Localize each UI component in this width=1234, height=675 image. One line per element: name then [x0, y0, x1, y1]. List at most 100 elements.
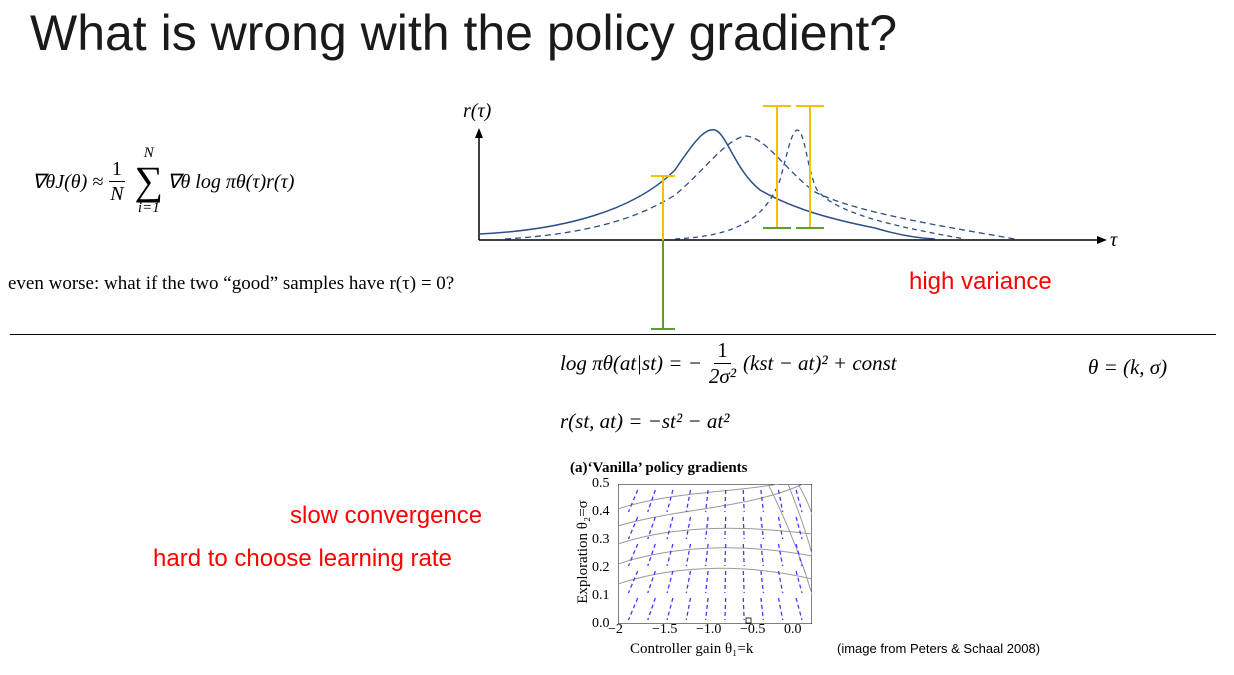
gradient-lhs: ∇θJ(θ) ≈ — [32, 170, 104, 193]
gradient-arrow — [795, 597, 803, 621]
gradient-arrow — [724, 543, 727, 567]
policy-lhs: log πθ(at|st) = − — [560, 351, 702, 375]
sum-upper: N — [143, 145, 154, 161]
figure-y-tick: 0.5 — [592, 476, 610, 491]
gradient-arrow — [666, 516, 674, 540]
gradient-arrow — [685, 516, 692, 540]
figure-x-tick: −0.5 — [740, 622, 766, 637]
gradient-arrow — [760, 543, 765, 567]
gradient-arrow — [742, 516, 745, 540]
gradient-arrow — [704, 489, 709, 513]
figure-y-tick: 0.2 — [592, 560, 610, 575]
gradient-arrow — [685, 597, 692, 621]
slide-title: What is wrong with the policy gradient? — [30, 5, 898, 61]
gradient-arrow — [647, 516, 656, 540]
shifted-curve-a — [504, 135, 1016, 240]
gradient-equation: ∇θJ(θ) ≈ 1 N N ∑ i=1 ∇θ log πθ(τ)r(τ) — [32, 146, 294, 216]
gradient-arrow — [647, 570, 656, 594]
gradient-rhs: ∇θ log πθ(τ)r(τ) — [167, 170, 295, 193]
gradient-arrow — [685, 570, 692, 594]
policy-fraction: 1 2σ² — [706, 340, 739, 387]
gradient-arrow — [724, 570, 727, 594]
gradient-arrow — [760, 489, 765, 513]
gradient-arrow — [795, 570, 803, 594]
policy-rhs: (kst − at)² + const — [743, 351, 897, 375]
gradient-arrow — [795, 543, 803, 567]
policy-curve — [478, 129, 936, 240]
gradient-arrow — [777, 597, 784, 621]
gradient-arrow — [704, 516, 709, 540]
slow-convergence-label: slow convergence — [290, 502, 483, 529]
figure-x-tick: 0.0 — [784, 622, 802, 637]
gradient-arrow — [760, 570, 765, 594]
gradient-arrow — [666, 570, 674, 594]
figure-y-tick: 0.0 — [592, 616, 610, 631]
gradient-arrow — [647, 543, 656, 567]
vanilla-gradient-plot — [618, 484, 812, 624]
gradient-arrow — [666, 597, 674, 621]
figure-y-tick: 0.4 — [592, 504, 610, 519]
sketch-x-label: τ — [1110, 229, 1118, 251]
gradient-arrow — [795, 516, 803, 540]
gradient-arrow — [724, 489, 727, 513]
gradient-arrow — [627, 516, 639, 540]
figure-y-label: Exploration θ₂=σ — [575, 500, 591, 604]
figure-x-tick: −2 — [608, 622, 623, 637]
sum-symbol: N ∑ i=1 — [135, 146, 164, 216]
gradient-arrow — [777, 516, 784, 540]
policy-equation: log πθ(at|st) = − 1 2σ² (kst − at)² + co… — [560, 340, 897, 387]
gradient-arrow — [647, 489, 656, 513]
gradient-arrow — [647, 597, 656, 621]
figure-y-tick: 0.1 — [592, 588, 610, 603]
x-axis-arrow-icon — [1097, 236, 1107, 244]
gradient-arrow — [685, 489, 692, 513]
figure-x-label: Controller gain θ₁=k — [630, 641, 754, 657]
policy-frac-num: 1 — [714, 340, 731, 364]
gradient-arrow — [795, 489, 803, 513]
policy-frac-den: 2σ² — [708, 364, 737, 388]
gradient-arrow — [627, 597, 639, 621]
gradient-arrow — [666, 543, 674, 567]
gradient-arrow — [627, 543, 639, 567]
gradient-arrow — [724, 597, 727, 621]
reward-equation: r(st, at) = −st² − at² — [560, 409, 730, 433]
gradient-arrow — [627, 489, 639, 513]
contour-lines — [618, 484, 812, 595]
gradient-arrow-field — [627, 489, 803, 621]
gradient-arrow — [704, 597, 709, 621]
gradient-arrow — [627, 570, 639, 594]
gradient-arrow — [777, 489, 784, 513]
gradient-arrow — [777, 543, 784, 567]
gradient-arrow — [742, 489, 745, 513]
gradient-arrow — [777, 570, 784, 594]
plot-frame — [618, 484, 812, 624]
gradient-frac-den: N — [110, 182, 124, 205]
theta-definition: θ = (k, σ) — [1088, 355, 1168, 379]
figure-x-tick: −1.5 — [652, 622, 678, 637]
gradient-arrow — [724, 516, 727, 540]
figure-x-tick: −1.0 — [696, 622, 722, 637]
gradient-arrow — [704, 543, 709, 567]
hard-lr-label: hard to choose learning rate — [153, 545, 452, 572]
gradient-arrow — [760, 597, 765, 621]
gradient-arrow — [685, 543, 692, 567]
gradient-arrow — [742, 543, 745, 567]
figure-y-tick: 0.3 — [592, 532, 610, 547]
gradient-arrow — [704, 570, 709, 594]
section-divider — [10, 334, 1216, 335]
y-axis-arrow-icon — [475, 128, 483, 138]
sketch-y-label: r(τ) — [463, 100, 492, 122]
gradient-arrow — [760, 516, 765, 540]
gradient-fraction: 1 N — [107, 159, 126, 204]
image-credit: (image from Peters & Schaal 2008) — [837, 641, 1041, 656]
gradient-frac-num: 1 — [108, 159, 125, 182]
shifted-curve-b — [674, 129, 966, 240]
reward-sketch — [475, 105, 1107, 330]
sigma-icon: ∑ — [134, 158, 164, 203]
even-worse-text: even worse: what if the two “good” sampl… — [8, 273, 455, 294]
high-variance-label: high variance — [909, 268, 1052, 295]
optimum-marker — [745, 617, 752, 624]
gradient-arrow — [666, 489, 674, 513]
sum-lower: i=1 — [137, 200, 160, 216]
figure-title: (a)‘Vanilla’ policy gradients — [570, 460, 748, 476]
